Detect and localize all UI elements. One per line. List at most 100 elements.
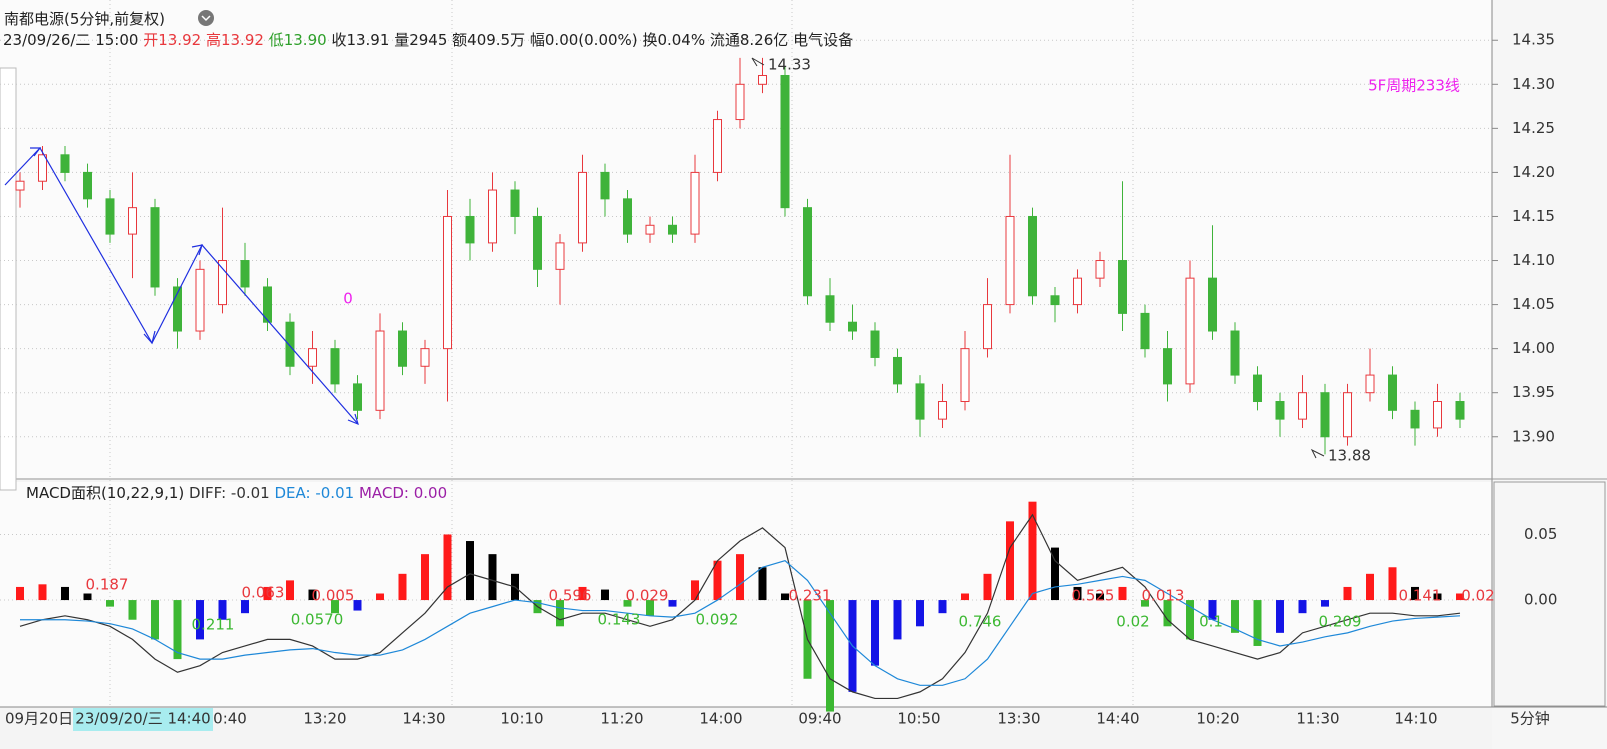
trend-drawing[interactable]	[4, 147, 359, 426]
candle-body	[735, 83, 745, 121]
info-high-label: 高	[205, 31, 221, 49]
macd-title: MACD面积(10,22,9,1)	[26, 484, 185, 502]
y-tick-label: 14.35	[1512, 31, 1555, 49]
macd-area-label: 0.029	[626, 587, 669, 605]
macd-bar	[1028, 501, 1037, 601]
candle-body	[420, 348, 430, 367]
macd-axis-box	[1493, 481, 1606, 707]
macd-area-label: 0.092	[696, 611, 739, 629]
drawing-toolbar[interactable]	[0, 67, 17, 491]
macd-panel	[0, 482, 1492, 707]
candle-body	[1343, 392, 1352, 438]
candle-body	[398, 330, 407, 367]
dropdown-icon[interactable]	[198, 10, 214, 26]
macd-bar	[646, 600, 654, 616]
candle-body	[218, 260, 227, 306]
y-tick-label: 14.30	[1512, 75, 1555, 93]
candle-body	[150, 207, 160, 288]
info-open-label: 开	[143, 31, 159, 49]
macd-bar	[241, 600, 249, 614]
x-tick-label: 11:20	[600, 710, 643, 728]
macd-bar	[128, 600, 137, 620]
macd-bar	[308, 589, 317, 601]
y-tick-label: 14.10	[1512, 251, 1555, 269]
macd-bar	[196, 600, 204, 640]
macd-bar	[1231, 600, 1239, 633]
macd-area-label: 0.141	[1399, 587, 1442, 605]
info-float: 流通8.26亿	[709, 31, 789, 49]
macd-bar	[1298, 600, 1307, 614]
cursor-date-box	[73, 708, 213, 731]
candle-body	[1208, 277, 1217, 332]
y-tick-label: 14.25	[1512, 119, 1555, 137]
macd-bar	[331, 600, 339, 614]
y-tick-label: 14.15	[1512, 207, 1555, 225]
x-tick-label: 13:30	[997, 710, 1040, 728]
right-axis-panel	[1492, 0, 1607, 749]
candle-body	[353, 383, 362, 411]
candle-body	[600, 171, 610, 200]
macd-bar	[1051, 547, 1059, 601]
x-tick-label: 09:40	[798, 710, 841, 728]
candle-body	[443, 215, 452, 350]
macd-bar	[938, 600, 947, 614]
x-tick-label: 13:20	[303, 710, 346, 728]
macd-bar	[736, 554, 744, 601]
y-tick-label: 14.05	[1512, 295, 1555, 313]
candle-body	[758, 74, 767, 85]
candle-body	[1275, 401, 1285, 420]
macd-area-label: 0.005	[312, 587, 355, 605]
x-tick-label: 0:40	[213, 710, 247, 728]
candle-body	[1118, 260, 1127, 314]
info-change: 幅0.00(0.00%)	[529, 31, 638, 49]
macd-bar	[668, 600, 677, 607]
macd-area-label: 0.209	[1319, 613, 1362, 631]
candle-body	[105, 198, 115, 235]
candle-body	[285, 321, 295, 367]
x-tick-label: 10:50	[897, 710, 940, 728]
macd-area-label: 0.0570	[291, 611, 344, 629]
macd-bar	[353, 600, 362, 611]
candle-body	[960, 348, 970, 403]
macd-bar	[16, 586, 24, 601]
candle-body	[1388, 374, 1397, 411]
macd-bar	[1411, 586, 1419, 601]
macd-bar	[1433, 593, 1442, 601]
candle-body	[983, 304, 992, 350]
legend-dea: DEA: -0.01	[274, 484, 355, 502]
dropdown-chevron	[201, 15, 211, 22]
macd-bar	[38, 584, 47, 601]
candle-body	[1298, 392, 1307, 420]
y-tick-label: 14.20	[1512, 163, 1555, 181]
candle-body	[938, 401, 947, 420]
macd-area-label: 0.525	[1072, 587, 1115, 605]
macd-header: MACD面积(10,22,9,1) DIFF: -0.01 DEA: -0.01…	[26, 482, 447, 503]
candle-body	[15, 180, 25, 191]
candle-body	[533, 215, 542, 270]
macd-area-label: 0.02	[1461, 587, 1494, 605]
macd-bar	[1118, 586, 1127, 601]
x-tick-label: 14:40	[1096, 710, 1139, 728]
macd-bar	[1186, 600, 1194, 640]
candle-body	[1410, 409, 1420, 429]
candle-body	[240, 260, 250, 288]
candle-body	[915, 383, 925, 420]
info-line: 23/09/26/二 15:00 开13.92 高13.92 低13.90 收1…	[3, 29, 853, 50]
macd-bar	[983, 573, 992, 601]
x-tick-label: 10:10	[500, 710, 543, 728]
candle-body	[1365, 374, 1375, 394]
candle-body	[803, 207, 812, 297]
macd-bar	[106, 600, 114, 607]
info-volume: 量2945	[394, 31, 448, 49]
macd-bar	[443, 534, 452, 601]
x-tick-label: 10:20	[1196, 710, 1239, 728]
candle-body	[1253, 374, 1262, 403]
macd-bar	[488, 554, 497, 601]
candle-body	[488, 189, 497, 244]
info-low-label: 低	[268, 31, 284, 49]
candle-body	[780, 74, 790, 209]
candle-body	[713, 119, 722, 173]
candle-body	[623, 198, 632, 235]
macd-bar	[556, 600, 564, 627]
